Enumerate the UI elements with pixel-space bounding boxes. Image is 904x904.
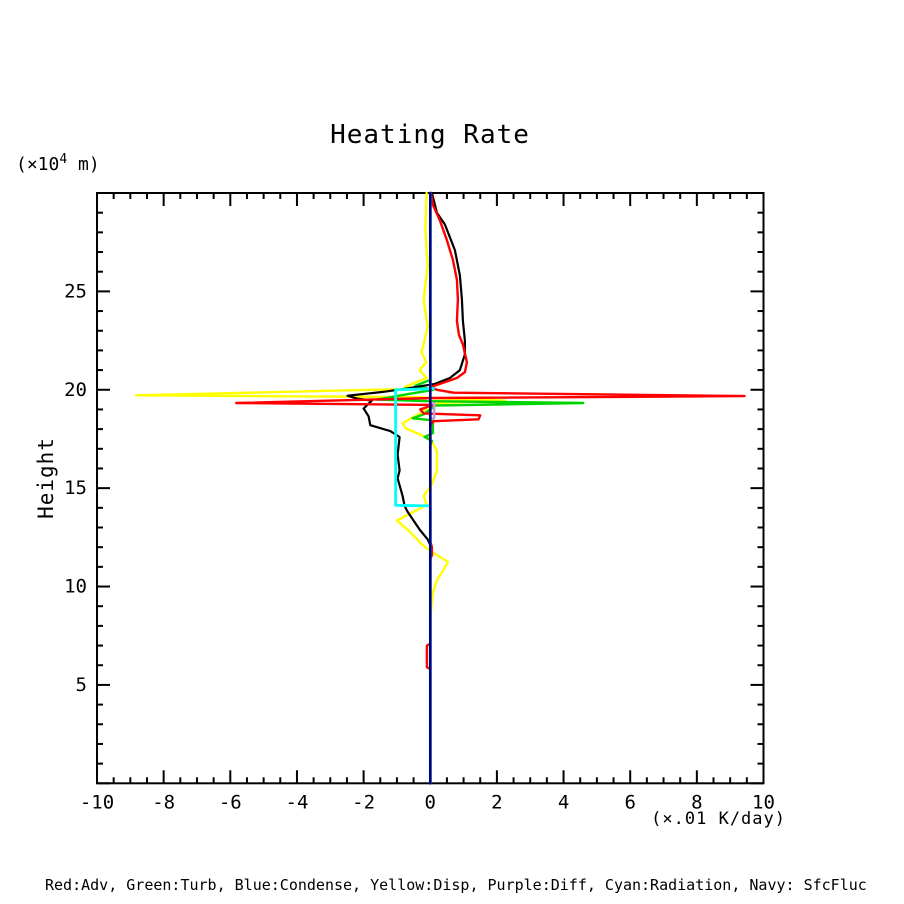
x-tick-label: 6 xyxy=(624,791,635,813)
y-tick-label: 5 xyxy=(76,674,87,696)
y-tick-label: 20 xyxy=(64,379,87,401)
x-tick-label: -6 xyxy=(219,791,242,813)
x-tick-label: -10 xyxy=(80,791,114,813)
y-unit-suffix: m) xyxy=(67,154,100,175)
x-tick-label: 0 xyxy=(425,791,436,813)
x-tick-label: 4 xyxy=(558,791,569,813)
series-green-turb-line xyxy=(375,191,585,785)
x-tick-label: 10 xyxy=(752,791,775,813)
x-tick-label: -2 xyxy=(352,791,375,813)
x-tick-label: -8 xyxy=(152,791,175,813)
y-tick-label: 25 xyxy=(64,280,87,302)
y-unit-exponent: 4 xyxy=(59,152,68,167)
x-tick-label: 8 xyxy=(691,791,702,813)
series-red-adv-line xyxy=(235,191,746,785)
series-black-line xyxy=(346,191,466,785)
legend-text: Red:Adv, Green:Turb, Blue:Condense, Yell… xyxy=(45,876,867,894)
y-axis-unit-label: (×104 m) xyxy=(16,152,100,175)
y-unit-prefix: (×10 xyxy=(16,154,60,175)
chart-title: Heating Rate xyxy=(330,120,530,150)
series-yellow-disp-line xyxy=(134,191,507,785)
x-axis-unit-label: (×.01 K/day) xyxy=(651,809,786,829)
x-tick-label: -4 xyxy=(286,791,309,813)
y-tick-label: 15 xyxy=(64,477,87,499)
x-tick-label: 2 xyxy=(491,791,502,813)
y-tick-label: 10 xyxy=(64,576,87,598)
